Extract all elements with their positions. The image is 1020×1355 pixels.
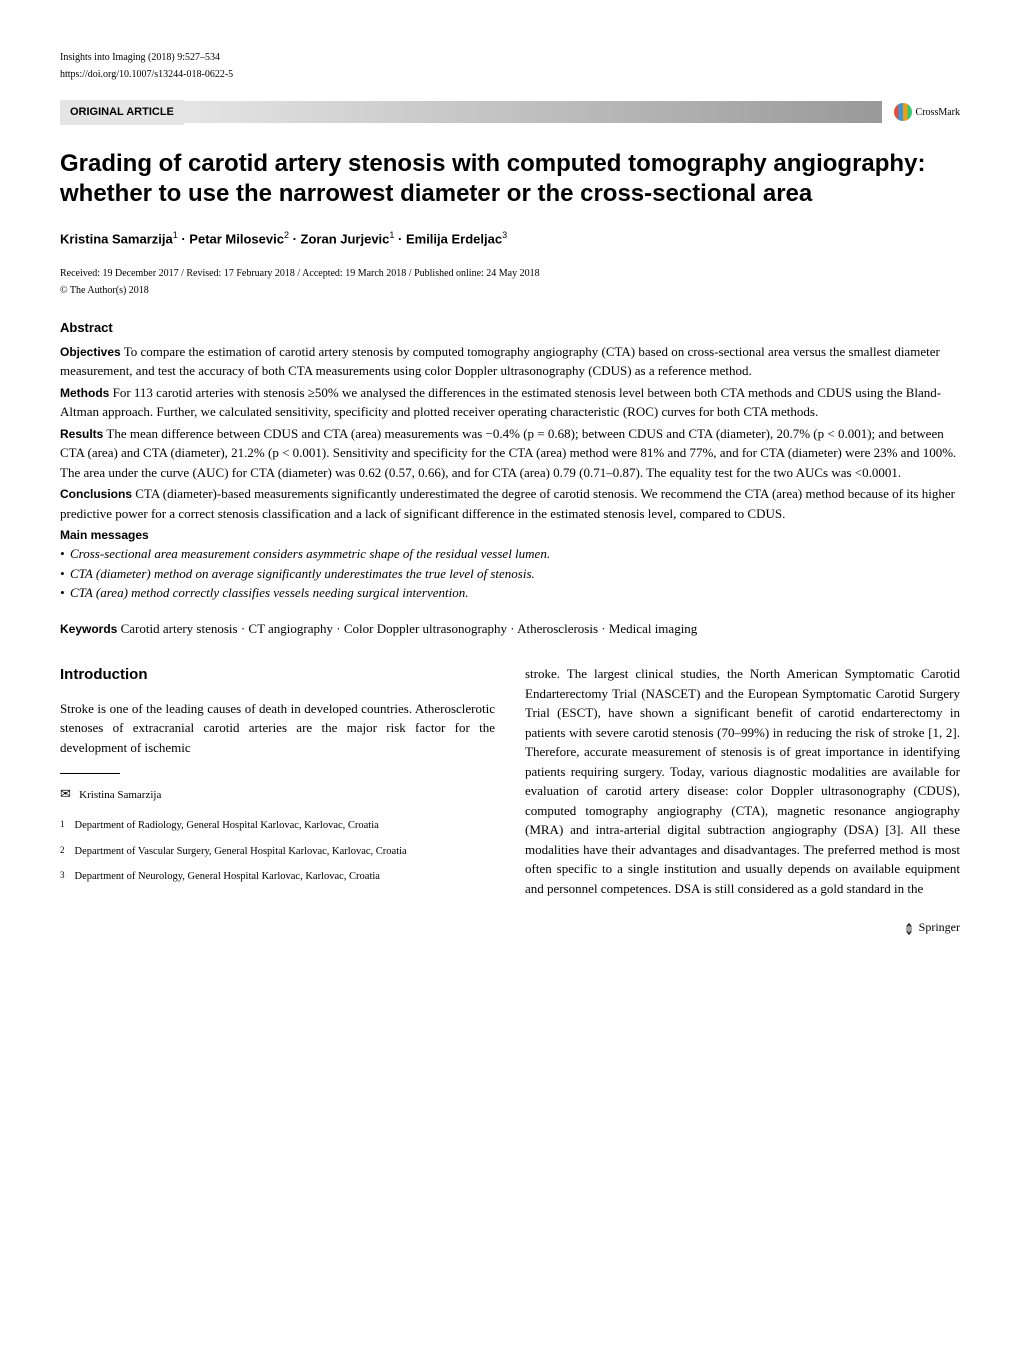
keywords-label: Keywords xyxy=(60,622,117,636)
doi-text: https://doi.org/10.1007/s13244-018-0622-… xyxy=(60,67,960,82)
crossmark-label: CrossMark xyxy=(916,105,960,120)
crossmark-badge[interactable]: CrossMark xyxy=(894,103,960,121)
conclusions-label: Conclusions xyxy=(60,487,132,501)
affiliation-item: 3 Department of Neurology, General Hospit… xyxy=(60,869,495,885)
authors-list: Kristina Samarzija1 · Petar Milosevic2 ·… xyxy=(60,229,960,249)
affiliations-list: 1 Department of Radiology, General Hospit… xyxy=(60,818,495,885)
intro-text-left: Stroke is one of the leading causes of d… xyxy=(60,699,495,758)
affiliation-item: 1 Department of Radiology, General Hospit… xyxy=(60,818,495,834)
publisher-name: Springer xyxy=(919,920,960,934)
main-message-item: CTA (area) method correctly classifies v… xyxy=(60,583,960,603)
main-messages-list: Cross-sectional area measurement conside… xyxy=(60,544,960,603)
article-type-gradient xyxy=(184,101,882,123)
methods-label: Methods xyxy=(60,386,109,400)
two-column-body: Introduction Stroke is one of the leadin… xyxy=(60,664,960,936)
methods-text: For 113 carotid arteries with stenosis ≥… xyxy=(60,385,941,420)
results-text: The mean difference between CDUS and CTA… xyxy=(60,426,956,480)
corresponding-name: Kristina Samarzija xyxy=(79,789,161,801)
corresponding-author: ✉ Kristina Samarzija xyxy=(60,784,495,804)
abstract-methods: Methods For 113 carotid arteries with st… xyxy=(60,383,960,422)
journal-meta: Insights into Imaging (2018) 9:527–534 xyxy=(60,50,960,65)
publication-dates: Received: 19 December 2017 / Revised: 17… xyxy=(60,266,960,281)
keywords-line: Keywords Carotid artery stenosis · CT an… xyxy=(60,619,960,639)
objectives-label: Objectives xyxy=(60,345,121,359)
affil-text: Department of Radiology, General Hospita… xyxy=(75,818,379,834)
objectives-text: To compare the estimation of carotid art… xyxy=(60,344,940,379)
main-message-item: Cross-sectional area measurement conside… xyxy=(60,544,960,564)
footnote-divider xyxy=(60,773,120,774)
article-type-label: ORIGINAL ARTICLE xyxy=(60,100,184,125)
affiliation-item: 2 Department of Vascular Surgery, General… xyxy=(60,844,495,860)
main-messages-heading: Main messages xyxy=(60,526,960,544)
left-column: Introduction Stroke is one of the leadin… xyxy=(60,664,495,936)
affil-num: 2 xyxy=(60,844,65,860)
affil-text: Department of Vascular Surgery, General … xyxy=(75,844,407,860)
publisher-mark: Springer xyxy=(525,918,960,936)
main-message-item: CTA (diameter) method on average signifi… xyxy=(60,564,960,584)
envelope-icon: ✉ xyxy=(60,786,71,801)
abstract-results: Results The mean difference between CDUS… xyxy=(60,424,960,483)
conclusions-text: CTA (diameter)-based measurements signif… xyxy=(60,486,955,521)
abstract-conclusions: Conclusions CTA (diameter)-based measure… xyxy=(60,484,960,523)
article-type-bar: ORIGINAL ARTICLE CrossMark xyxy=(60,100,960,125)
affil-num: 3 xyxy=(60,869,65,885)
intro-heading: Introduction xyxy=(60,664,495,687)
right-column: stroke. The largest clinical studies, th… xyxy=(525,664,960,936)
affil-num: 1 xyxy=(60,818,65,834)
keywords-text: Carotid artery stenosis · CT angiography… xyxy=(117,621,697,636)
article-title: Grading of carotid artery stenosis with … xyxy=(60,149,960,209)
crossmark-icon xyxy=(894,103,912,121)
intro-text-right: stroke. The largest clinical studies, th… xyxy=(525,664,960,898)
results-label: Results xyxy=(60,427,103,441)
abstract-objectives: Objectives To compare the estimation of … xyxy=(60,342,960,381)
copyright-line: © The Author(s) 2018 xyxy=(60,283,960,298)
affil-text: Department of Neurology, General Hospita… xyxy=(75,869,380,885)
abstract-heading: Abstract xyxy=(60,318,960,338)
springer-icon xyxy=(902,922,916,936)
